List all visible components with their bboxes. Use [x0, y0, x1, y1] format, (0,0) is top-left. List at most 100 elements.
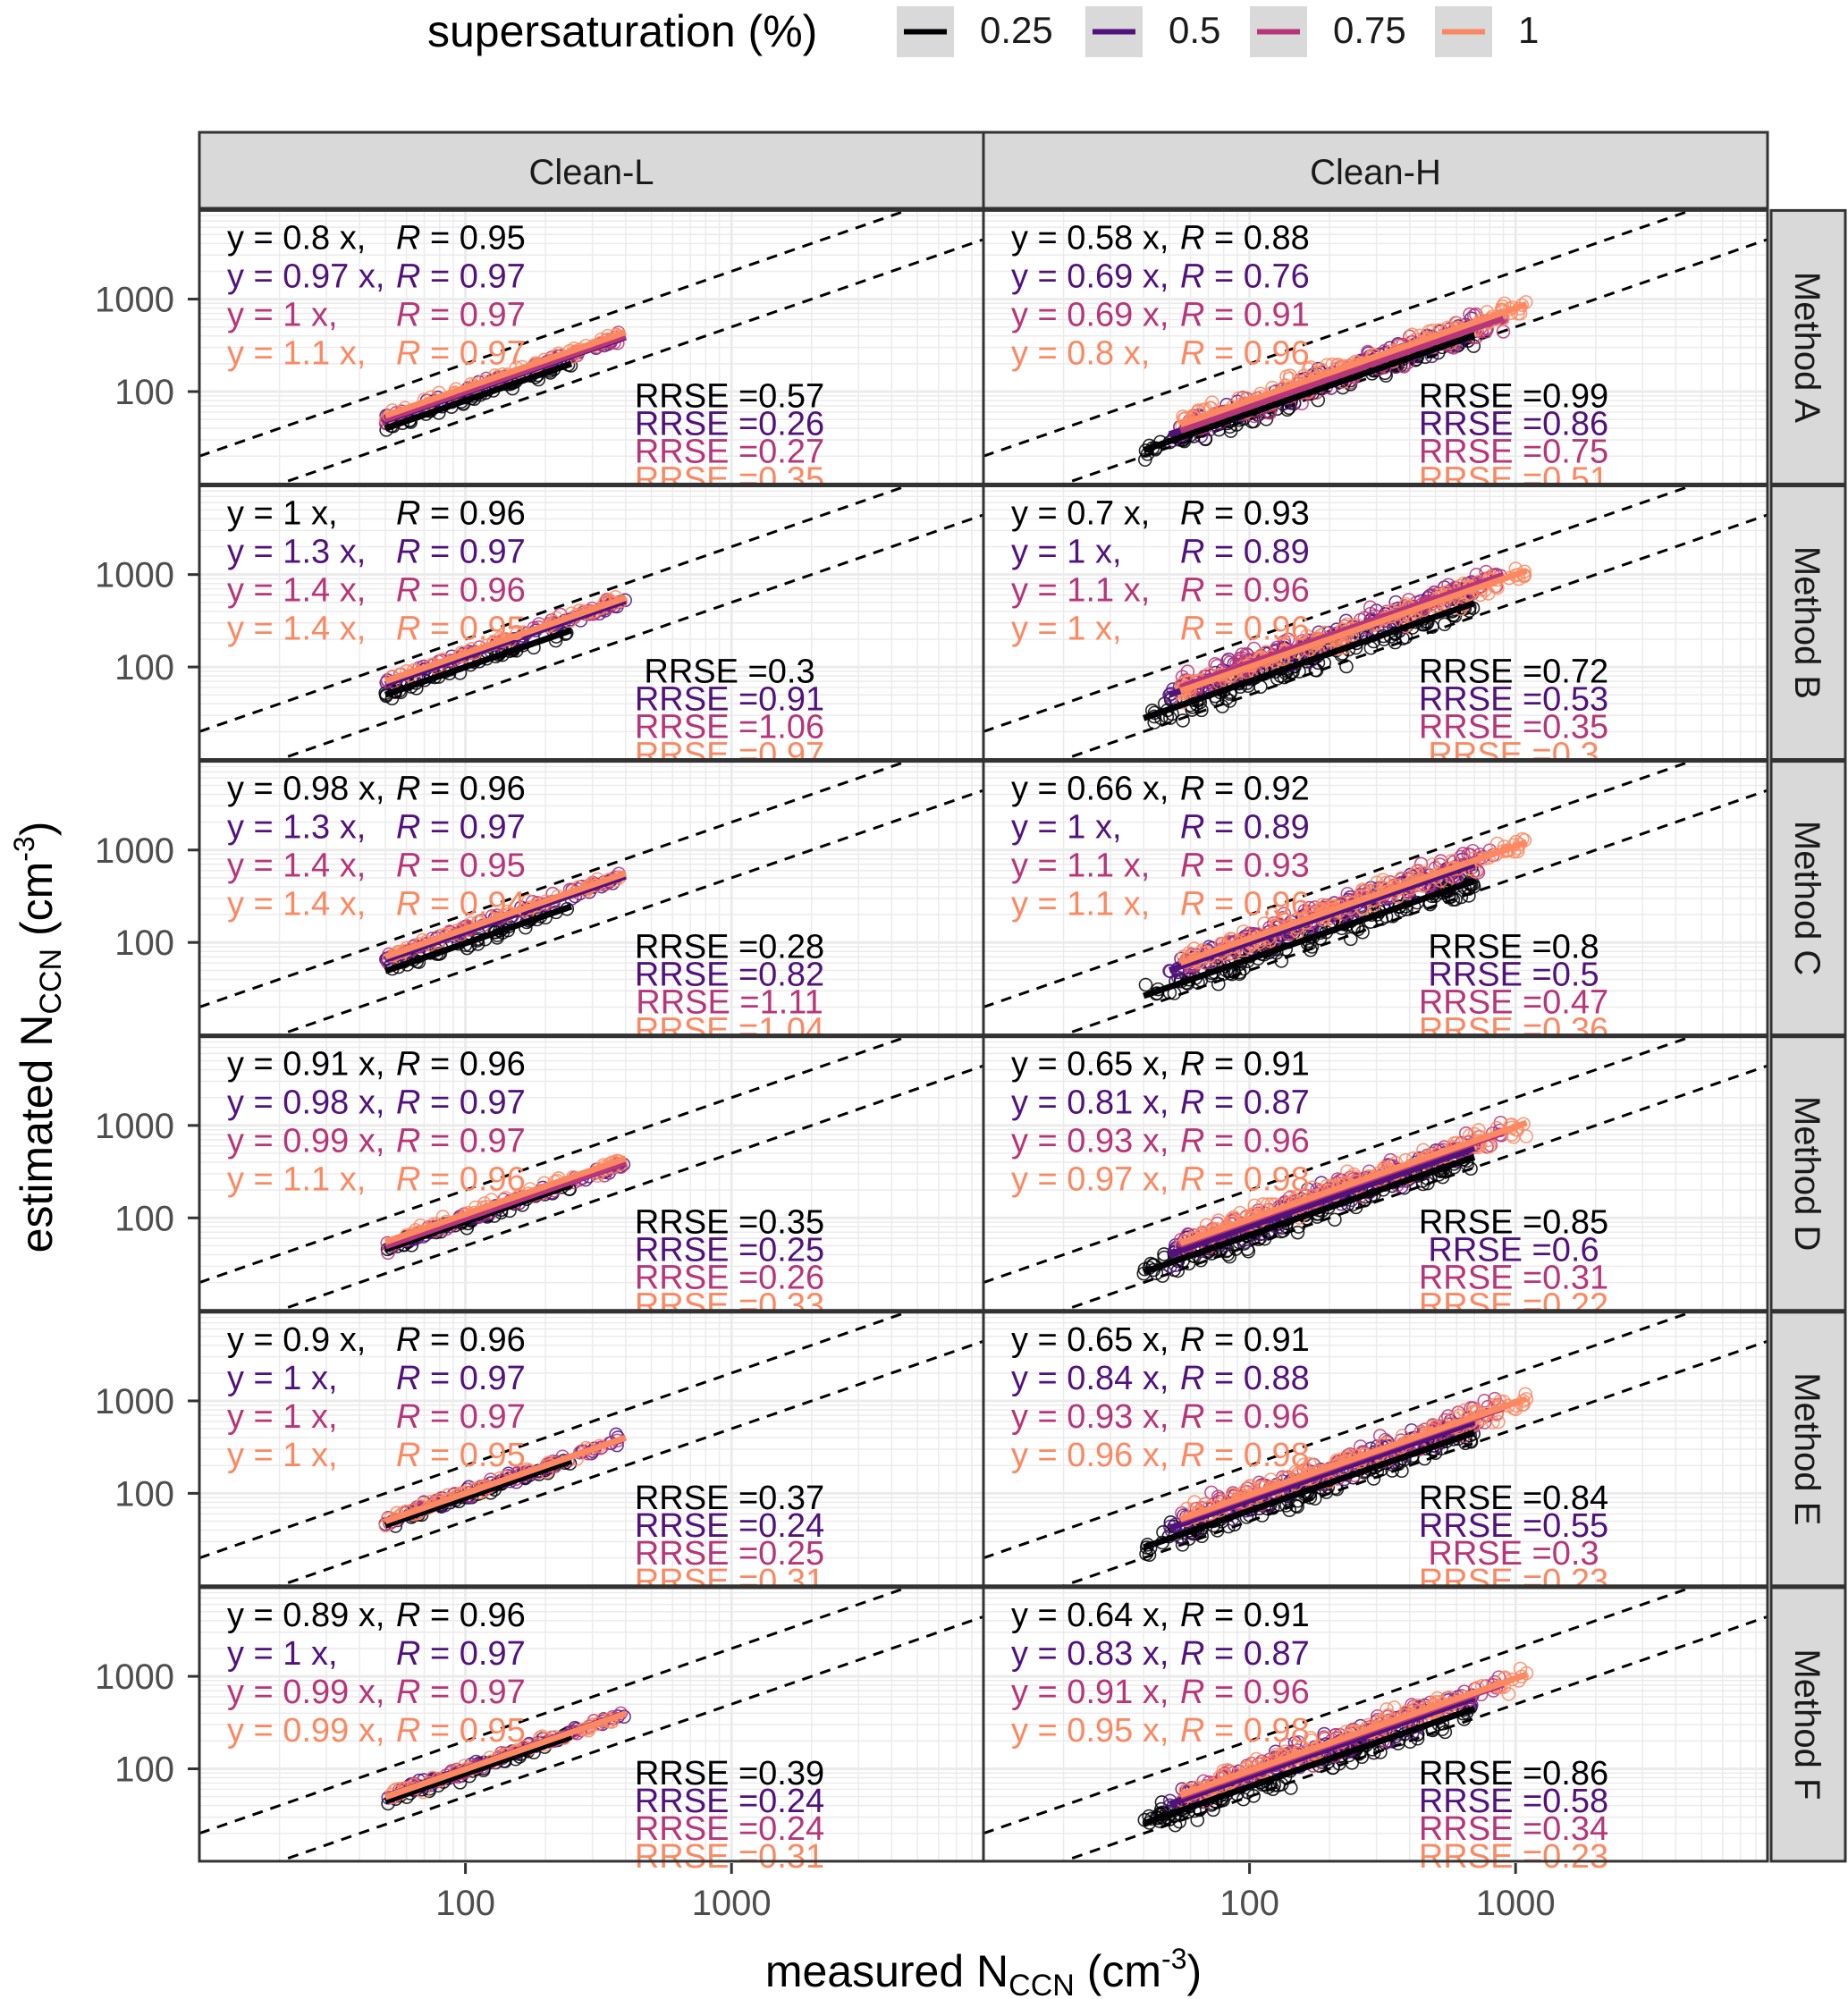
r-label: R = 0.96 [396, 1161, 526, 1199]
rrse-label: RRSE =0.5 [1428, 957, 1599, 994]
r-value: = 0.96 [1204, 611, 1309, 648]
equation-label: y = 0.69 x, [1011, 296, 1169, 333]
strip-label-row: Method D [1787, 1096, 1827, 1251]
r-value: = 0.95 [420, 1437, 525, 1474]
data-point [1425, 857, 1440, 872]
data-point [1176, 713, 1190, 728]
rrse-label: RRSE =0.47 [1419, 984, 1608, 1022]
r-label: R = 0.95 [396, 611, 526, 648]
r-symbol: R [396, 1712, 420, 1750]
reference-line [275, 1064, 983, 1311]
reference-line [199, 1312, 911, 1560]
panel-content [199, 761, 983, 1035]
data-point [1339, 659, 1354, 674]
r-symbol: R [396, 886, 420, 924]
strip-Method D [1769, 1035, 1847, 1312]
r-value: = 0.89 [1204, 534, 1309, 571]
r-symbol: R [1180, 1398, 1204, 1436]
rrse-label: RRSE =0.8 [1428, 929, 1599, 966]
rrse-label: RRSE =0.3 [644, 654, 814, 691]
r-value: = 0.87 [1204, 1084, 1309, 1122]
r-symbol: R [396, 219, 420, 257]
data-point [1290, 1499, 1304, 1514]
r-value: = 0.92 [1204, 771, 1309, 808]
rrse-label: RRSE =0.53 [1419, 681, 1608, 719]
panel-content [199, 1036, 983, 1311]
rrse-label: RRSE =0.99 [1419, 377, 1608, 415]
fit-line [1179, 1396, 1528, 1522]
rrse-label: RRSE =0.3 [1428, 1535, 1599, 1573]
r-value: = 0.97 [420, 1398, 525, 1436]
r-symbol: R [396, 534, 420, 571]
fit-line [384, 1733, 573, 1805]
r-value: = 0.97 [420, 809, 525, 847]
data-point [1485, 1415, 1500, 1430]
equation-label: y = 0.65 x, [1011, 1321, 1169, 1359]
rrse-label: RRSE =0.27 [635, 433, 824, 470]
rrse-label: RRSE =0.26 [635, 405, 824, 443]
panel-border [982, 208, 1769, 485]
r-label: R = 0.88 [1180, 219, 1310, 257]
fit-line [384, 903, 573, 974]
r-value: = 0.97 [420, 1674, 525, 1711]
legend: supersaturation (%) 0.25 0.5 0.75 1 [427, 6, 1539, 57]
data-point [1155, 1269, 1170, 1283]
reference-line [275, 1339, 983, 1586]
rrse-label: RRSE =0.57 [635, 377, 824, 415]
equation-label: y = 0.81 x, [1011, 1084, 1169, 1122]
data-point [1469, 567, 1484, 582]
data-point [1233, 1205, 1247, 1220]
panel-Clean-L-Method-E: y = 0.9 x, R = 0.96 RRSE =0.37 y = 1 x, R = … [198, 1311, 985, 1600]
r-value: = 0.96 [1204, 886, 1309, 924]
data-point [1379, 368, 1393, 383]
r-value: = 0.93 [1204, 848, 1309, 885]
reference-line [275, 513, 983, 760]
legend-label-2: 0.75 [1333, 9, 1406, 51]
data-point [1466, 339, 1481, 353]
r-value: = 0.96 [420, 1161, 525, 1199]
r-value: = 0.91 [1204, 1321, 1309, 1359]
equation-label: y = 0.91 x, [227, 1046, 384, 1084]
equation-label: y = 1.1 x, [1011, 886, 1150, 924]
equation-label: y = 1 x, [227, 1360, 338, 1397]
r-symbol: R [1180, 1360, 1204, 1397]
r-value: = 0.96 [420, 771, 525, 808]
equation-label: y = 0.98 x, [227, 1084, 384, 1122]
r-value: = 0.76 [1204, 257, 1309, 295]
panel-Clean-H-Method-D: y = 0.65 x, R = 0.91 RRSE =0.85 y = 0.81 x,… [982, 1035, 1769, 1325]
data-point [1204, 395, 1219, 409]
reference-line [1059, 238, 1768, 485]
rrse-label: RRSE =0.28 [635, 929, 824, 966]
fit-line [1168, 861, 1476, 974]
equation-label: y = 1 x, [1011, 611, 1122, 648]
r-symbol: R [396, 1161, 420, 1199]
panel-Clean-L-Method-B: y = 1 x, R = 0.96 RRSE =0.3 y = 1.3 x, R = 0… [198, 485, 985, 774]
r-symbol: R [396, 771, 420, 808]
legend-label-1: 0.5 [1169, 9, 1220, 51]
strip-label-row: Method E [1787, 1372, 1827, 1525]
data-point [1283, 368, 1297, 383]
fit-line [384, 627, 573, 698]
r-label: R = 0.97 [396, 1674, 526, 1711]
panel-content [199, 1587, 983, 1861]
r-label: R = 0.97 [396, 296, 526, 333]
panel-content [983, 1312, 1768, 1586]
rrse-label: RRSE =0.24 [635, 1810, 824, 1848]
panel-content [199, 1312, 983, 1586]
equation-label: y = 1 x, [227, 495, 338, 533]
r-label: R = 0.97 [396, 1360, 526, 1397]
fit-line [1179, 839, 1528, 966]
panel-Clean-L-Method-A: y = 0.8 x, R = 0.95 RRSE =0.57 y = 0.97 x, R… [198, 208, 985, 498]
fit-line [384, 870, 627, 960]
data-point [1257, 916, 1271, 931]
r-label: R = 0.91 [1180, 296, 1310, 333]
r-label: R = 0.96 [1180, 886, 1310, 924]
rrse-label: RRSE =0.84 [1419, 1480, 1608, 1517]
r-label: R = 0.93 [1180, 495, 1310, 533]
r-label: R = 0.94 [396, 886, 526, 924]
r-label: R = 0.96 [396, 572, 526, 610]
rrse-label: RRSE =0.31 [635, 1838, 824, 1876]
rrse-label: RRSE =0.26 [635, 1260, 824, 1297]
strip-Method A [1769, 208, 1847, 485]
